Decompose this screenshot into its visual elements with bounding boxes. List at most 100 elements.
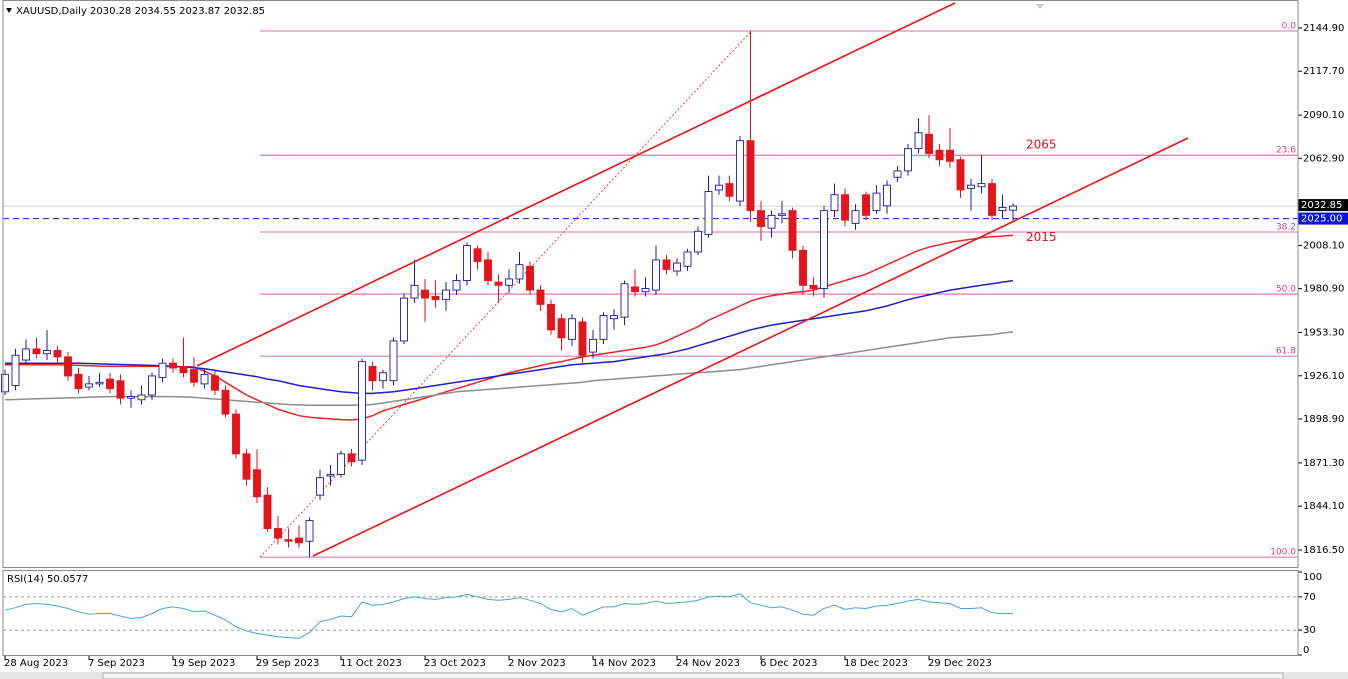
- x-tick-label: 19 Sep 2023: [172, 658, 235, 669]
- candle-body: [515, 264, 524, 280]
- symbol: XAUUSD,Daily: [16, 6, 87, 17]
- candle-body: [389, 340, 398, 382]
- candle-body: [400, 297, 408, 342]
- channel-lower: [312, 137, 1189, 557]
- y-tick-label: 1953.30: [1303, 328, 1344, 339]
- fib-label: 61.8: [1276, 347, 1296, 357]
- candle-body: [536, 289, 545, 305]
- candle-body: [284, 539, 293, 542]
- current-price-box: [1298, 199, 1348, 212]
- candle-body: [641, 288, 650, 293]
- rsi-frame: [2, 570, 1299, 656]
- candle-body: [74, 373, 83, 390]
- x-tick-label: 29 Dec 2023: [928, 658, 992, 669]
- candle-body: [872, 192, 881, 212]
- main-frame: [2, 0, 1299, 568]
- price-line-box: [1298, 212, 1348, 225]
- x-tick-label: 6 Dec 2023: [760, 658, 818, 669]
- candle-body: [683, 251, 692, 267]
- candle-body: [242, 453, 251, 480]
- candle-body: [767, 214, 776, 229]
- candle-body: [148, 375, 156, 396]
- candle-body: [589, 338, 597, 353]
- candle-body: [631, 286, 639, 293]
- candle-body: [64, 356, 72, 377]
- x-tick-label: 18 Dec 2023: [844, 658, 908, 669]
- candle-body: [746, 140, 755, 212]
- candle-body: [347, 453, 356, 463]
- candle-body: [32, 348, 41, 355]
- candle-body: [263, 494, 272, 529]
- x-tick-label: 2 Nov 2023: [508, 658, 566, 669]
- fib-label: 23.6: [1276, 146, 1296, 156]
- x-tick-label: 23 Oct 2023: [424, 658, 486, 669]
- candle-body: [326, 474, 335, 477]
- candle-body: [305, 520, 314, 542]
- last-close: 2032.85: [224, 6, 265, 17]
- candle-body: [1009, 205, 1017, 211]
- rsi-title: RSI(14): [7, 574, 44, 585]
- candle-body: [956, 159, 965, 191]
- candle-body: [736, 140, 744, 202]
- candle-body: [935, 149, 944, 161]
- rsi-header: RSI(14) 50.0577: [7, 574, 88, 585]
- candle-body: [43, 350, 51, 355]
- x-tick-label: 14 Nov 2023: [592, 658, 656, 669]
- candle-body: [925, 133, 933, 154]
- rsi-tick-label: 0: [1303, 645, 1309, 656]
- candle-body: [662, 259, 671, 270]
- candle-body: [494, 281, 503, 286]
- candle-body: [85, 383, 93, 388]
- candle-body: [725, 183, 734, 197]
- candle-body: [862, 194, 870, 216]
- candle-body: [127, 396, 135, 399]
- candle-body: [232, 413, 240, 455]
- x-tick-label: 11 Oct 2023: [340, 658, 402, 669]
- candle-body: [179, 365, 188, 374]
- fib-label: 100.0: [1270, 548, 1296, 558]
- x-tick-label: 24 Nov 2023: [676, 658, 740, 669]
- candle-body: [221, 389, 230, 415]
- top-layer: 2144.90 2117.70 2090.10 2062.90 2008.10 1980.…: [4, 23, 1348, 669]
- fib-label: 0.0: [1282, 21, 1297, 31]
- rsi-tick-label: 100: [1303, 572, 1322, 583]
- candle-body: [379, 372, 387, 382]
- candle-body: [830, 194, 839, 212]
- fib-label: 50.0: [1276, 285, 1296, 295]
- candle-body: [116, 380, 125, 399]
- menu-triangle: [6, 8, 12, 13]
- rsi-tick-label: 70: [1303, 592, 1316, 603]
- candle-body: [316, 477, 324, 496]
- candle-body: [53, 350, 62, 358]
- candle-body: [473, 248, 482, 262]
- y-tick-label: 1980.90: [1303, 284, 1344, 295]
- y-tick-label: 2090.10: [1303, 110, 1344, 121]
- candle-body: [788, 210, 797, 251]
- candle-body: [946, 149, 954, 162]
- candle-body: [841, 194, 849, 221]
- moving-average: [4, 331, 1014, 407]
- candle-body: [568, 318, 576, 340]
- rsi-line: [4, 593, 1013, 639]
- candle-body: [809, 284, 818, 289]
- candle-body: [505, 278, 513, 286]
- y-tick-label: 2117.70: [1303, 66, 1344, 77]
- candle-body: [421, 289, 429, 299]
- candle-body: [977, 183, 986, 188]
- candle-body: [358, 361, 366, 461]
- candle-body: [610, 315, 618, 320]
- candle-body: [820, 210, 828, 289]
- candle-body: [914, 132, 923, 150]
- rsi-tick-label: 30: [1303, 625, 1316, 636]
- candle-body: [463, 245, 471, 282]
- annotation: 2015: [1026, 230, 1057, 244]
- y-tick-label: 1898.90: [1303, 414, 1344, 425]
- candle-body: [715, 184, 723, 191]
- candle-body: [694, 230, 702, 253]
- price-line-label: 2025.00: [1301, 214, 1342, 225]
- shift-marker: [1036, 4, 1044, 9]
- candle-body: [22, 348, 30, 361]
- last-low: 2023.87: [179, 6, 220, 17]
